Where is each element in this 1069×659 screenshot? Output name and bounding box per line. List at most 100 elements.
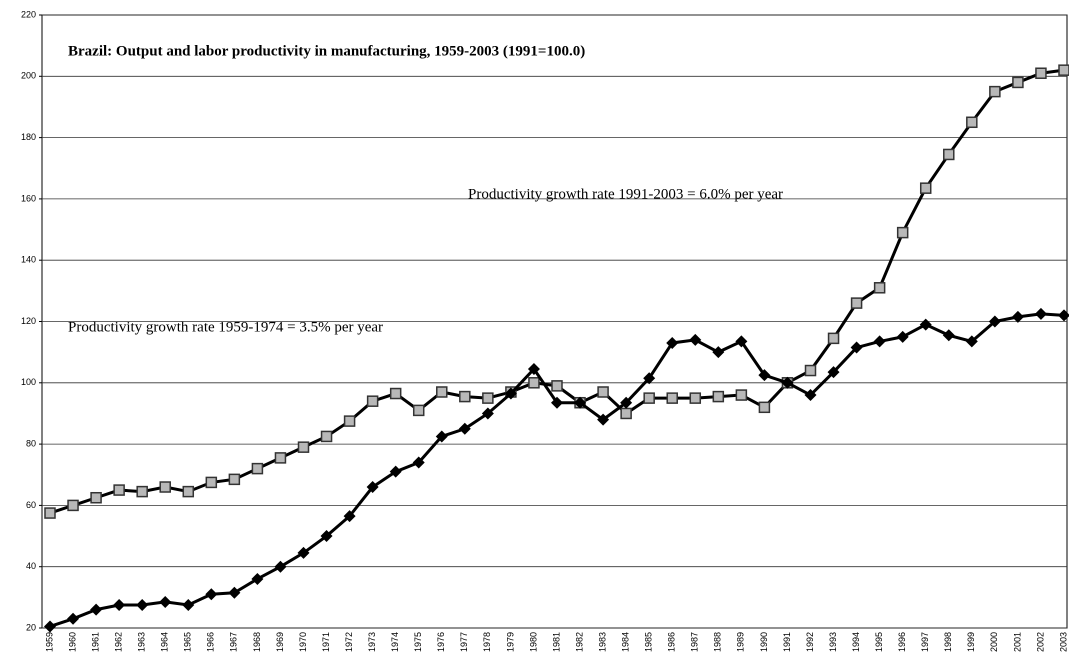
y-tick-label: 200 [21,71,36,81]
x-tick-label: 1966 [206,632,216,652]
x-tick-label: 1976 [436,632,446,652]
marker [228,586,241,599]
marker [389,387,402,400]
marker [320,530,333,543]
x-tick-label: 2001 [1012,632,1022,652]
marker [643,392,655,404]
x-tick-label: 1995 [874,632,884,652]
marker [712,346,725,359]
marker [850,297,863,309]
marker [551,396,563,409]
marker [67,499,79,512]
marker [274,560,287,573]
marker [919,318,932,331]
marker [412,456,425,469]
marker [597,413,610,426]
marker [643,372,656,385]
y-tick-label: 40 [26,561,36,571]
marker [205,588,218,601]
marker [873,335,886,348]
series-line [49,312,1065,628]
y-tick-label: 100 [21,377,36,387]
marker [343,415,356,427]
marker [804,389,817,402]
marker [689,333,702,346]
x-tick-label: 1992 [805,632,815,652]
x-tick-label: 1989 [736,632,746,652]
y-tick-label: 20 [26,622,36,632]
marker [620,396,633,409]
x-tick-label: 1973 [367,632,377,652]
marker [366,395,379,407]
marker [527,363,540,376]
x-tick-label: 1961 [90,632,100,652]
y-tick-label: 180 [21,132,36,142]
x-tick-label: 1986 [667,632,677,652]
x-tick-label: 1964 [160,632,170,652]
y-tick-label: 140 [21,255,36,265]
marker [919,182,932,194]
marker [343,510,356,523]
marker [989,85,1001,98]
marker [159,595,172,608]
x-tick-label: 1974 [390,632,400,652]
marker [873,282,886,294]
marker [90,491,102,504]
marker [1011,310,1024,323]
marker [528,377,540,389]
x-tick-label: 1985 [644,632,654,652]
marker [758,369,771,382]
marker [966,116,978,129]
x-tick-label: 1980 [528,632,538,652]
x-tick-label: 1981 [551,632,561,652]
marker [482,392,494,404]
y-tick-label: 60 [26,500,36,510]
marker [481,407,494,420]
marker [182,485,195,498]
x-tick-label: 1987 [690,632,700,652]
marker [205,476,218,489]
marker [574,396,587,409]
annotation: Productivity growth rate 1991-2003 = 6.0… [468,186,783,202]
marker [113,484,125,496]
x-tick-label: 1975 [413,632,423,652]
marker [827,366,840,379]
marker [458,422,471,435]
marker [182,599,195,612]
marker [504,387,517,400]
marker [436,386,448,398]
marker [551,380,563,392]
marker [827,332,840,345]
x-tick-label: 1971 [321,632,331,652]
series-line [49,68,1065,515]
x-tick-label: 1998 [943,632,953,652]
marker [988,315,1001,328]
marker [274,452,287,464]
marker [67,612,80,625]
marker [366,481,379,494]
marker [251,462,264,475]
x-tick-label: 1978 [482,632,492,652]
x-tick-label: 1969 [275,632,285,652]
marker [620,407,632,420]
marker [896,330,909,343]
x-tick-label: 1994 [851,632,861,652]
marker [228,473,241,486]
marker [735,335,748,348]
x-tick-label: 1960 [67,632,77,652]
marker [251,572,264,585]
marker [896,226,909,239]
marker [136,485,148,498]
marker [459,390,471,403]
marker [297,546,310,559]
x-tick-label: 1968 [252,632,262,652]
x-tick-label: 2002 [1035,632,1045,652]
marker [758,401,771,414]
marker [1034,307,1047,320]
marker [689,392,702,404]
marker [965,335,978,348]
marker [320,430,333,443]
x-tick-label: 1977 [459,632,469,652]
annotation: Productivity growth rate 1959-1974 = 3.5… [68,319,383,335]
